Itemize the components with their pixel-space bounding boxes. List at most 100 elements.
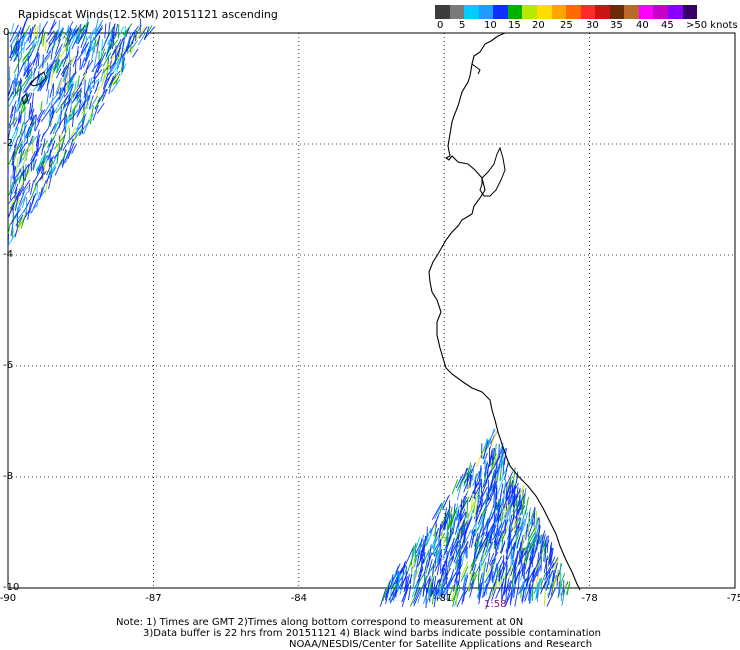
wind-barb <box>504 462 509 480</box>
wind-barb <box>426 529 434 546</box>
wind-barb <box>29 180 35 195</box>
wind-barb <box>468 530 474 549</box>
wind-barb <box>77 28 88 44</box>
wind-barb <box>451 479 459 495</box>
wind-barb <box>414 542 417 562</box>
wind-barb <box>39 23 41 37</box>
wind-barb <box>56 61 64 72</box>
wind-barb <box>504 491 508 505</box>
wind-barb <box>49 83 54 99</box>
wind-barb <box>15 156 19 175</box>
wind-barb <box>422 575 426 596</box>
wind-barb <box>521 494 525 516</box>
wind-barb <box>36 109 43 121</box>
wind-barb <box>120 63 127 76</box>
wind-barb <box>94 81 100 94</box>
wind-barb <box>494 530 500 549</box>
wind-barb <box>524 512 529 525</box>
wind-barb <box>524 532 536 551</box>
wind-barb <box>101 72 106 88</box>
wind-barb <box>34 118 41 132</box>
wind-barb <box>79 101 86 112</box>
wind-barb <box>9 136 16 151</box>
wind-barb <box>493 489 495 508</box>
wind-barb <box>523 488 527 505</box>
wind-barb <box>412 536 421 558</box>
wind-barb <box>486 484 492 497</box>
wind-barb <box>50 70 54 87</box>
wind-barb <box>29 24 36 38</box>
wind-barb <box>17 97 23 112</box>
wind-barb <box>558 581 560 597</box>
wind-barb <box>48 165 56 179</box>
wind-barb <box>82 69 87 86</box>
wind-barb <box>455 503 459 520</box>
legend-label-4: 20 <box>532 20 545 31</box>
wind-barb <box>7 223 11 235</box>
wind-barb <box>407 585 412 601</box>
wind-barb <box>39 78 47 92</box>
legend-swatch-16 <box>668 5 683 19</box>
wind-barb <box>53 116 61 131</box>
wind-barb <box>467 572 473 592</box>
wind-barb <box>23 71 33 84</box>
wind-barb <box>543 576 550 588</box>
wind-barb <box>478 582 482 600</box>
wind-barb <box>480 541 488 563</box>
wind-barb <box>23 79 33 94</box>
wind-barb <box>76 101 84 116</box>
wind-barb <box>85 43 96 59</box>
wind-barb <box>488 431 498 449</box>
wind-barb <box>14 187 18 199</box>
wind-barb <box>48 163 56 177</box>
wind-barb <box>472 470 480 487</box>
wind-barb <box>521 563 524 577</box>
wind-barb <box>66 72 75 85</box>
wind-barb <box>508 480 514 495</box>
wind-barb <box>33 23 37 38</box>
wind-barb <box>498 561 506 578</box>
wind-barb <box>492 566 498 583</box>
wind-barb <box>64 125 71 135</box>
wind-barb <box>550 548 554 564</box>
wind-barb <box>11 40 18 55</box>
wind-barb <box>548 569 551 586</box>
wind-barb <box>488 481 497 501</box>
wind-barb <box>69 27 76 37</box>
wind-barb <box>137 33 146 46</box>
wind-barb <box>514 587 519 607</box>
wind-barb <box>21 163 30 177</box>
wind-barb <box>60 64 68 76</box>
wind-barb <box>487 480 497 495</box>
wind-barb <box>514 566 517 580</box>
wind-barb <box>495 571 500 588</box>
wind-barb <box>485 563 493 577</box>
wind-barb <box>479 552 484 571</box>
wind-barb <box>85 60 91 72</box>
wind-barb <box>456 472 468 492</box>
wind-barb <box>69 106 72 117</box>
wind-barb <box>499 462 511 482</box>
wind-barb <box>35 172 45 186</box>
wind-barb <box>97 89 107 103</box>
wind-barb <box>539 530 546 545</box>
wind-barb <box>500 448 506 459</box>
wind-barb <box>96 102 105 114</box>
wind-barb <box>18 171 24 184</box>
wind-barb <box>65 94 71 112</box>
wind-barb <box>79 24 86 34</box>
x-tick-label: -78 <box>581 593 598 604</box>
wind-barb <box>466 518 471 530</box>
wind-barb <box>56 133 63 152</box>
wind-barb <box>45 65 55 78</box>
wind-barb <box>42 151 47 167</box>
x-tick-label: -87 <box>145 593 162 604</box>
wind-barb <box>481 551 489 566</box>
wind-barb <box>428 572 435 589</box>
wind-barb <box>31 135 35 154</box>
wind-barb <box>508 514 513 532</box>
wind-barb <box>500 498 504 513</box>
wind-barb <box>452 586 459 607</box>
wind-barb <box>474 478 477 500</box>
wind-barb <box>420 539 425 559</box>
